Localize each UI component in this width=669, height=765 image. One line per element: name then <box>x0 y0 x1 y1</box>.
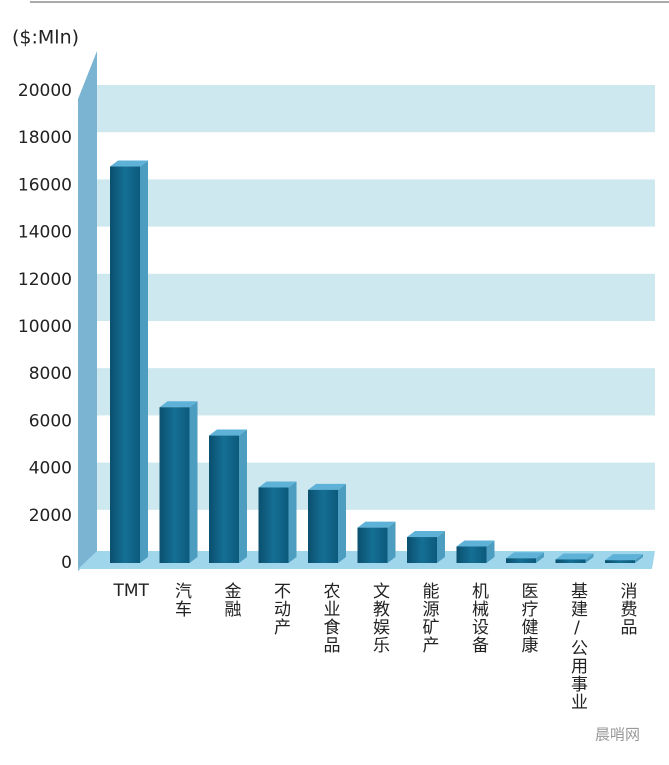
bar-front <box>258 487 289 563</box>
grid-band <box>97 85 655 133</box>
y-tick-label: 4000 <box>29 459 72 479</box>
bar-top <box>506 552 544 559</box>
bar <box>456 540 495 563</box>
watermark: 晨哨网 <box>595 726 640 744</box>
bar-front <box>308 489 338 563</box>
y-tick-label: 20000 <box>18 81 72 101</box>
bar-front <box>159 407 190 563</box>
bar-front <box>605 560 635 563</box>
x-tick-label: 机械设备 <box>468 582 489 654</box>
y-tick-label: 0 <box>61 553 72 573</box>
bar-top <box>605 554 643 561</box>
bar <box>357 521 396 563</box>
bar-side <box>239 429 247 563</box>
bar <box>506 552 544 563</box>
bar <box>209 429 247 563</box>
y-tick-label: 2000 <box>29 506 72 526</box>
bar-front <box>357 527 388 563</box>
bar-top <box>456 540 495 547</box>
y-tick-label: 12000 <box>18 270 72 290</box>
bar-top <box>357 521 396 528</box>
bar-side <box>437 531 445 563</box>
x-tick-label: 基建/公用事业 <box>567 582 588 711</box>
x-tick-label: 金融 <box>220 582 241 618</box>
bar-top <box>159 401 198 408</box>
bar-top <box>407 531 445 538</box>
y-tick-label: 10000 <box>18 317 72 337</box>
bar-front <box>209 435 239 563</box>
bar <box>605 554 643 563</box>
y-tick-label: 16000 <box>18 175 72 195</box>
x-tick-label: 不动产 <box>270 582 291 636</box>
grid-band <box>97 179 655 227</box>
bar <box>110 160 148 563</box>
x-tick-label: TMT <box>113 581 149 601</box>
bar-side <box>338 483 346 563</box>
bar-side <box>189 401 198 563</box>
bar <box>407 531 445 563</box>
left-wall <box>78 51 97 571</box>
bar-side <box>288 481 297 563</box>
x-tick-label: 能源矿产 <box>418 582 439 654</box>
bar-top <box>555 553 594 560</box>
x-tick-label: 消费品 <box>616 582 637 636</box>
bar-top <box>209 429 247 436</box>
y-tick-label: 6000 <box>29 411 72 431</box>
bar <box>159 401 198 563</box>
bar-side <box>387 521 396 563</box>
bar-side <box>486 540 495 563</box>
x-tick-label: 农业食品 <box>319 582 340 654</box>
bar-side <box>536 552 544 563</box>
bar <box>258 481 297 563</box>
x-tick-label: 医疗健康 <box>517 582 538 654</box>
y-tick-label: 18000 <box>18 128 72 148</box>
bar-front <box>456 546 487 563</box>
x-tick-label: 汽车 <box>171 582 192 618</box>
bar-front <box>110 166 140 563</box>
bar-side <box>585 553 594 563</box>
y-tick-label: 8000 <box>29 364 72 384</box>
bar-front <box>555 559 586 563</box>
bar-side <box>635 554 643 563</box>
bar-front <box>506 558 536 563</box>
bar-top <box>308 483 346 490</box>
bar-side <box>140 160 148 563</box>
bar-top <box>258 481 297 488</box>
y-axis-label: ($:Mln) <box>12 27 79 49</box>
y-tick-label: 14000 <box>18 223 72 243</box>
grid-band <box>97 273 655 321</box>
bar-front <box>407 537 437 563</box>
bar <box>308 483 346 563</box>
x-tick-label: 文教娱乐 <box>369 582 390 654</box>
bar-top <box>110 160 148 167</box>
bar <box>555 553 594 563</box>
